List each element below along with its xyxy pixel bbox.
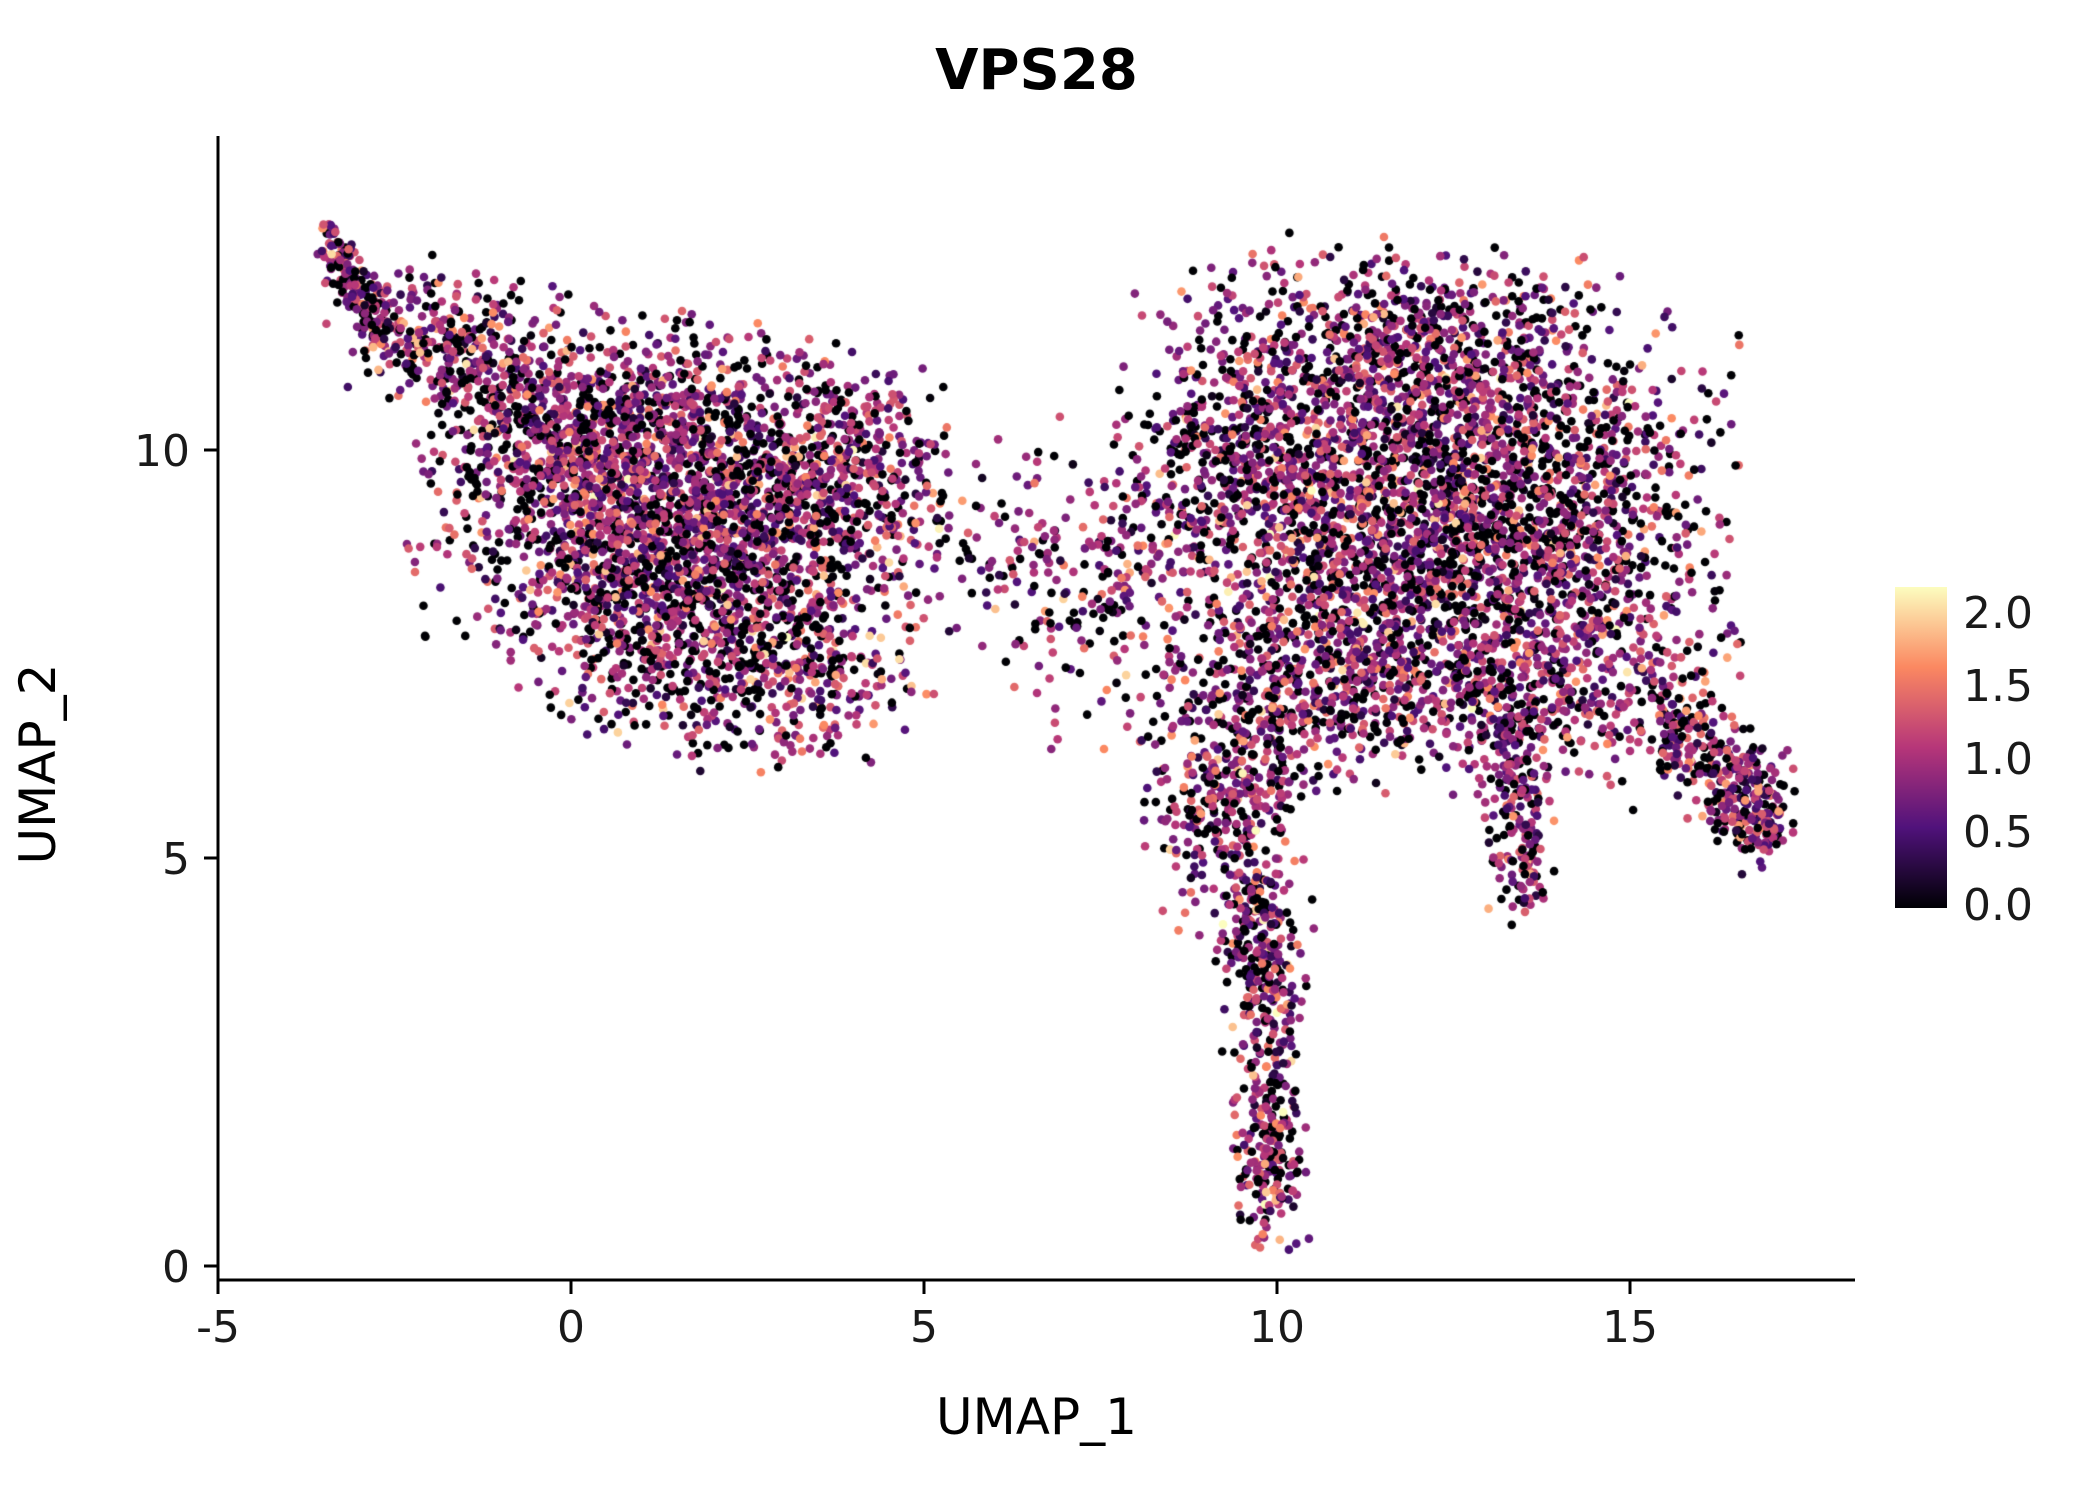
colorbar-tick-label: 2.0 <box>1963 588 2033 640</box>
y-axis-title: UMAP_2 <box>9 663 67 865</box>
y-tick-label: 0 <box>162 1242 190 1293</box>
y-tick-label: 10 <box>134 426 190 477</box>
x-tick-label: -5 <box>196 1302 240 1353</box>
colorbar-tick-label: 0.0 <box>1963 880 2033 931</box>
x-tick-label: 10 <box>1249 1302 1305 1353</box>
y-tick-label: 5 <box>162 834 190 885</box>
x-axis-title: UMAP_1 <box>936 1388 1137 1446</box>
colorbar-tick-label: 1.0 <box>1963 734 2033 786</box>
x-tick-label: 15 <box>1602 1302 1658 1353</box>
colorbar-legend: 0.0 0.5 1.0 1.5 2.0 <box>1895 587 2100 930</box>
colorbar-tick-label: 1.5 <box>1963 661 2033 713</box>
colorbar-gradient <box>1895 587 1947 908</box>
colorbar-labels: 0.0 0.5 1.0 1.5 2.0 <box>1963 587 2100 930</box>
colorbar-tick-label: 0.5 <box>1963 807 2033 859</box>
x-tick-label: 5 <box>910 1302 938 1353</box>
plot-title: VPS28 <box>935 38 1138 103</box>
x-tick-label: 0 <box>557 1302 585 1353</box>
